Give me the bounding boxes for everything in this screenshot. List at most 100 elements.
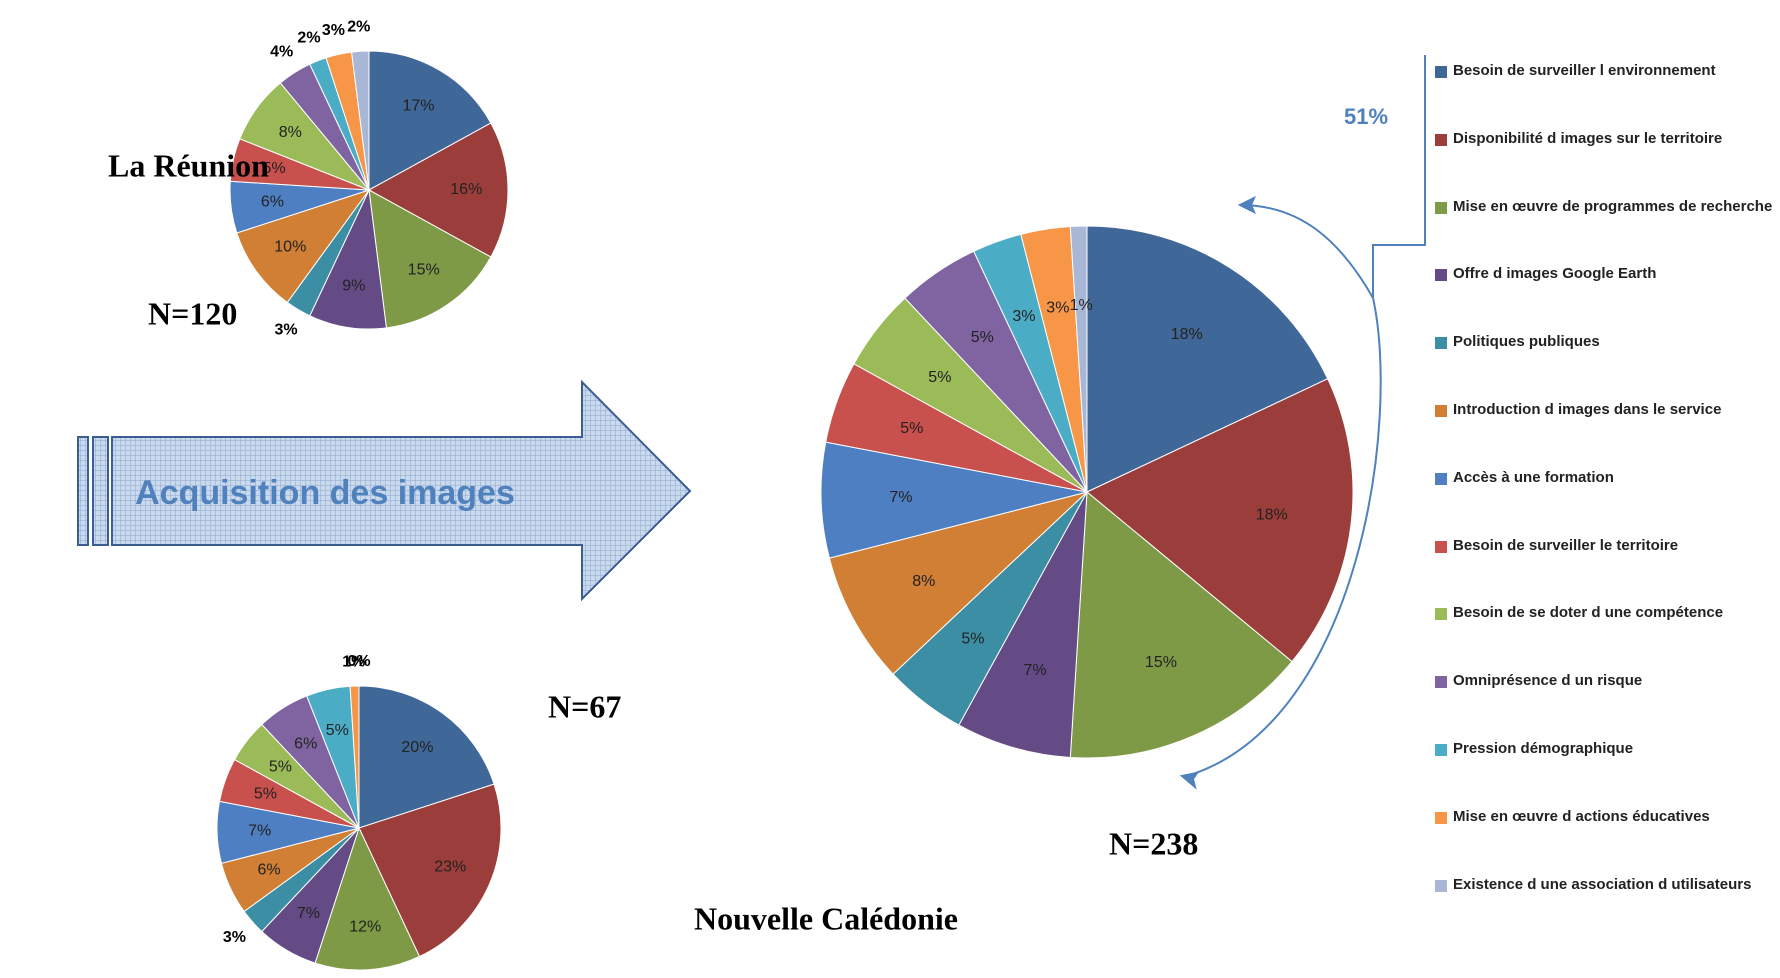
value-label: 7% (889, 489, 912, 506)
legend-entry: Omniprésence d un risque (1435, 668, 1775, 694)
pie-slice (358, 783, 502, 958)
pie-slice (368, 189, 492, 329)
legend-swatch (1435, 608, 1447, 621)
legend-swatch (1435, 201, 1447, 214)
value-label: 18% (1256, 507, 1288, 524)
legend-entry: Mise en œuvre d actions éducatives (1435, 804, 1775, 830)
value-label: 5% (326, 722, 349, 739)
legend-text: Politiques publiques (1453, 333, 1600, 351)
value-label: 5% (971, 329, 994, 346)
pie-slice (1069, 490, 1293, 759)
legend-entry: Besoin de se doter d une compétence (1435, 600, 1775, 626)
legend-swatch (1435, 133, 1447, 146)
legend-entry: Politiques publiques (1435, 329, 1775, 355)
value-label: 18% (1171, 326, 1203, 343)
value-label: 2% (347, 19, 370, 36)
legend-text: Mise en œuvre de programmes de recherche (1453, 197, 1773, 215)
pie-slice (1086, 225, 1329, 493)
legend-swatch (1435, 811, 1447, 824)
value-label: 8% (279, 124, 302, 141)
value-label: 8% (912, 573, 935, 590)
legend-text: Existence d une association d utilisateu… (1453, 875, 1752, 893)
value-label: 2% (297, 30, 320, 47)
annotation: N=67 (548, 688, 621, 724)
value-label: 5% (928, 369, 951, 386)
pie-slice (309, 188, 387, 330)
value-label: 3% (274, 322, 297, 339)
legend-text: Disponibilité d images sur le territoire (1453, 129, 1723, 147)
value-label: 1% (342, 653, 365, 670)
value-label: 5% (900, 420, 923, 437)
value-label: 7% (1023, 662, 1046, 679)
value-label: 3% (1012, 308, 1035, 325)
legend-swatch (1435, 676, 1447, 689)
pie-slice (368, 50, 492, 191)
legend-entry: Pression démographique (1435, 736, 1775, 762)
pie-slice (828, 491, 1088, 675)
pie-slice (236, 189, 371, 304)
value-label: 3% (1046, 299, 1069, 316)
legend-text: Introduction d images dans le service (1453, 401, 1722, 418)
pie-slice (958, 491, 1088, 759)
value-label: 5% (961, 630, 984, 647)
pie-slice (358, 685, 495, 829)
legend-text: Pression démographique (1453, 740, 1634, 757)
annotation: N=120 (148, 295, 237, 331)
chart-title: La Réunion (108, 147, 269, 183)
legend-text: Mise en œuvre d actions éducatives (1453, 807, 1710, 825)
pie-slice (351, 50, 370, 191)
legend-swatch (1435, 269, 1447, 282)
legend-swatch (1435, 337, 1447, 350)
value-label: 17% (403, 97, 435, 114)
value-label: 4% (270, 44, 293, 61)
legend-entry: Disponibilité d images sur le territoire (1435, 126, 1775, 152)
value-label: 5% (262, 160, 285, 177)
pie-slice (820, 441, 1088, 559)
legend-entry: Offre d images Google Earth (1435, 261, 1775, 287)
value-label: 7% (248, 822, 271, 839)
value-label: 12% (349, 918, 381, 935)
pie-slice (1069, 225, 1088, 493)
pie-slice (367, 122, 509, 258)
arrow-label: Acquisition des images (135, 474, 515, 512)
value-label: 7% (297, 905, 320, 922)
legend-entry: Existence d une association d utilisateu… (1435, 872, 1775, 898)
legend-swatch (1435, 66, 1447, 78)
legend-entry: Besoin de surveiller l environnement (1435, 58, 1775, 84)
chart-title: Nouvelle Calédonie (694, 900, 958, 936)
arrow (77, 379, 692, 602)
legend-swatch (1435, 405, 1447, 417)
value-label: 0% (347, 653, 370, 670)
annotation: N=238 (1109, 825, 1198, 861)
legend-swatch (1435, 472, 1447, 485)
legend-swatch (1435, 879, 1447, 892)
legend-swatch (1435, 744, 1447, 756)
value-label: 6% (294, 735, 317, 752)
legend-entry: Mise en œuvre de programmes de recherche (1435, 194, 1775, 220)
value-label: 23% (434, 859, 466, 876)
value-label: 20% (401, 739, 433, 756)
value-label: 5% (254, 786, 277, 803)
annotation: 51% (1344, 104, 1388, 129)
value-label: 15% (408, 262, 440, 279)
legend-entry: Accès à une formation (1435, 465, 1775, 491)
value-label: 16% (450, 181, 482, 198)
legend-text: Besoin de surveiller le territoire (1453, 536, 1679, 554)
value-label: 9% (342, 277, 365, 294)
legend-text: Offre d images Google Earth (1453, 265, 1657, 283)
value-label: 5% (269, 758, 292, 775)
legend-text: Omniprésence d un risque (1453, 672, 1643, 690)
value-label: 6% (261, 193, 284, 210)
legend-text: Besoin de surveiller l environnement (1453, 62, 1716, 79)
value-label: 10% (274, 238, 306, 255)
value-label: 15% (1145, 654, 1177, 671)
legend-text: Accès à une formation (1453, 468, 1614, 486)
legend-entry: Besoin de surveiller le territoire (1435, 533, 1775, 559)
legend-text: Besoin de se doter d une compétence (1453, 604, 1724, 622)
legend-entry: Introduction d images dans le service (1435, 397, 1775, 423)
bracket (1179, 55, 1426, 790)
legend-swatch (1435, 540, 1447, 553)
pie-slice (314, 826, 421, 971)
value-label: 3% (223, 929, 246, 946)
